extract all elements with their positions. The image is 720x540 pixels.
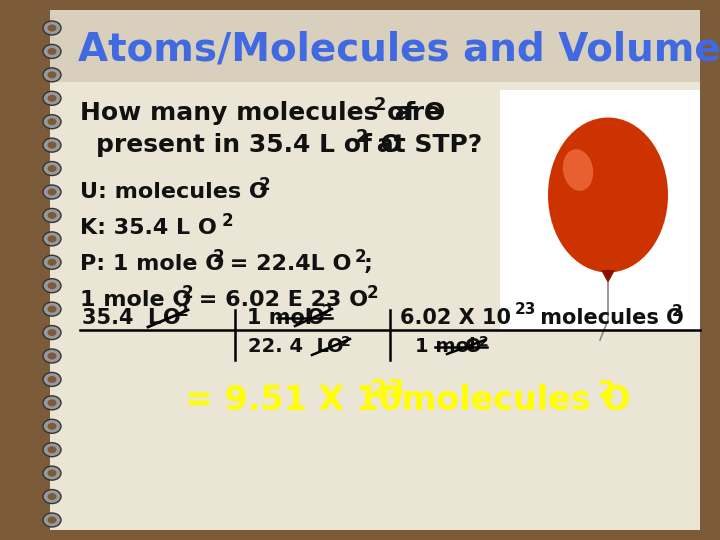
Ellipse shape: [43, 68, 61, 82]
Text: 23: 23: [515, 302, 536, 318]
Text: = 6.02 E 23 O: = 6.02 E 23 O: [191, 290, 368, 310]
Text: O: O: [465, 338, 482, 356]
Ellipse shape: [48, 95, 56, 102]
Text: U: molecules O: U: molecules O: [80, 182, 268, 202]
Ellipse shape: [48, 329, 56, 336]
Ellipse shape: [48, 423, 56, 430]
Ellipse shape: [43, 302, 61, 316]
Text: Atoms/Molecules and Volume: Atoms/Molecules and Volume: [78, 31, 720, 69]
Ellipse shape: [563, 149, 593, 191]
Ellipse shape: [43, 349, 61, 363]
Ellipse shape: [43, 232, 61, 246]
Ellipse shape: [43, 466, 61, 480]
Ellipse shape: [48, 165, 56, 172]
Text: 35.4  L: 35.4 L: [82, 308, 161, 328]
Ellipse shape: [48, 306, 56, 313]
Text: molecules O: molecules O: [390, 383, 631, 416]
Ellipse shape: [48, 376, 56, 383]
Ellipse shape: [48, 446, 56, 453]
Ellipse shape: [48, 48, 56, 55]
Text: 2: 2: [355, 248, 366, 266]
Text: ;: ;: [364, 254, 373, 274]
Ellipse shape: [43, 419, 61, 433]
Text: 2: 2: [341, 335, 351, 349]
Text: 2: 2: [479, 335, 489, 349]
Ellipse shape: [48, 235, 56, 242]
FancyBboxPatch shape: [50, 10, 700, 530]
Text: 2: 2: [182, 284, 194, 302]
Ellipse shape: [48, 71, 56, 78]
Text: 2: 2: [374, 96, 387, 114]
Ellipse shape: [48, 353, 56, 360]
Text: 2: 2: [222, 212, 233, 230]
Ellipse shape: [43, 513, 61, 527]
Text: 2: 2: [672, 305, 683, 320]
Polygon shape: [601, 270, 615, 283]
Ellipse shape: [48, 470, 56, 477]
Text: molecules O: molecules O: [533, 308, 684, 328]
Ellipse shape: [48, 516, 56, 523]
Text: 2: 2: [367, 284, 379, 302]
Ellipse shape: [43, 279, 61, 293]
Text: are: are: [386, 101, 441, 125]
Text: at STP?: at STP?: [368, 133, 482, 157]
Text: 22. 4  L: 22. 4 L: [248, 338, 329, 356]
Ellipse shape: [48, 141, 56, 149]
Ellipse shape: [48, 188, 56, 195]
Text: P: 1 mole O: P: 1 mole O: [80, 254, 224, 274]
Ellipse shape: [43, 208, 61, 222]
Ellipse shape: [48, 118, 56, 125]
Ellipse shape: [43, 185, 61, 199]
Ellipse shape: [43, 161, 61, 176]
Ellipse shape: [43, 373, 61, 387]
Ellipse shape: [43, 396, 61, 410]
Text: 2: 2: [598, 379, 616, 403]
Text: K: 35.4 L O: K: 35.4 L O: [80, 218, 217, 238]
Ellipse shape: [43, 443, 61, 457]
Text: 2: 2: [356, 128, 369, 146]
Ellipse shape: [43, 21, 61, 35]
Ellipse shape: [43, 255, 61, 269]
Text: O: O: [307, 308, 325, 328]
Text: O: O: [327, 338, 343, 356]
Text: = 9.51 X 10: = 9.51 X 10: [185, 383, 402, 416]
Text: 23: 23: [370, 378, 405, 402]
Ellipse shape: [43, 490, 61, 504]
Text: 2: 2: [322, 305, 333, 320]
Ellipse shape: [43, 326, 61, 340]
FancyBboxPatch shape: [500, 90, 700, 330]
Ellipse shape: [48, 493, 56, 500]
Text: 2: 2: [178, 305, 189, 320]
Text: present in 35.4 L of O: present in 35.4 L of O: [96, 133, 402, 157]
Ellipse shape: [48, 24, 56, 31]
Ellipse shape: [43, 114, 61, 129]
Text: How many molecules of O: How many molecules of O: [80, 101, 445, 125]
Text: 1 mole O: 1 mole O: [80, 290, 192, 310]
Text: 6.02 X 10: 6.02 X 10: [400, 308, 511, 328]
Ellipse shape: [43, 91, 61, 105]
Ellipse shape: [48, 259, 56, 266]
Text: O: O: [163, 308, 181, 328]
Ellipse shape: [48, 400, 56, 407]
Text: 2: 2: [259, 176, 271, 194]
Text: 2: 2: [213, 248, 225, 266]
Ellipse shape: [548, 118, 668, 273]
Ellipse shape: [43, 44, 61, 58]
Ellipse shape: [48, 282, 56, 289]
Ellipse shape: [48, 212, 56, 219]
Text: 1 mol: 1 mol: [247, 308, 312, 328]
Text: = 22.4L O: = 22.4L O: [222, 254, 351, 274]
Text: 1 mol: 1 mol: [415, 338, 476, 356]
FancyBboxPatch shape: [50, 10, 700, 82]
Ellipse shape: [43, 138, 61, 152]
